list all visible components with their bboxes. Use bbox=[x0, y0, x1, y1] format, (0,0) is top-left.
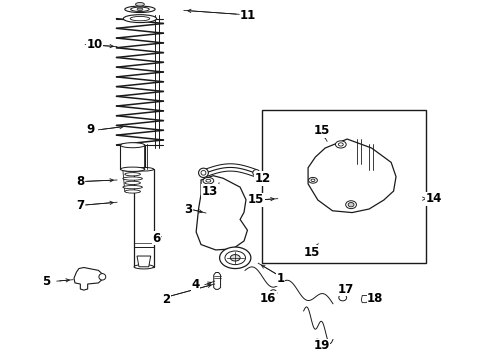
Ellipse shape bbox=[206, 179, 211, 182]
Text: 9: 9 bbox=[86, 123, 95, 136]
Ellipse shape bbox=[123, 177, 143, 180]
Text: 12: 12 bbox=[255, 172, 271, 185]
Ellipse shape bbox=[230, 255, 240, 261]
Ellipse shape bbox=[339, 294, 346, 301]
Ellipse shape bbox=[270, 290, 277, 296]
Ellipse shape bbox=[121, 167, 145, 171]
Ellipse shape bbox=[123, 15, 157, 23]
Ellipse shape bbox=[220, 247, 251, 269]
Text: 4: 4 bbox=[191, 278, 199, 291]
Ellipse shape bbox=[311, 179, 315, 181]
Ellipse shape bbox=[123, 185, 143, 189]
Text: 8: 8 bbox=[76, 175, 85, 188]
Ellipse shape bbox=[336, 141, 346, 148]
Ellipse shape bbox=[125, 181, 141, 184]
Text: 15: 15 bbox=[304, 246, 320, 259]
Text: 19: 19 bbox=[314, 339, 330, 352]
Ellipse shape bbox=[134, 265, 154, 269]
Ellipse shape bbox=[137, 8, 143, 10]
Ellipse shape bbox=[125, 190, 141, 193]
Ellipse shape bbox=[201, 171, 206, 175]
Text: 3: 3 bbox=[184, 203, 192, 216]
Ellipse shape bbox=[125, 6, 155, 13]
Polygon shape bbox=[134, 169, 154, 267]
Ellipse shape bbox=[253, 170, 260, 176]
Text: 15: 15 bbox=[314, 124, 330, 137]
Polygon shape bbox=[361, 296, 369, 303]
Text: 1: 1 bbox=[277, 272, 285, 285]
Ellipse shape bbox=[198, 168, 208, 177]
Ellipse shape bbox=[225, 251, 245, 265]
Text: 7: 7 bbox=[76, 199, 85, 212]
Ellipse shape bbox=[309, 177, 318, 183]
Ellipse shape bbox=[321, 340, 326, 344]
Ellipse shape bbox=[203, 177, 214, 184]
Text: 5: 5 bbox=[42, 275, 50, 288]
Text: 15: 15 bbox=[248, 193, 265, 206]
Ellipse shape bbox=[125, 173, 141, 176]
Ellipse shape bbox=[348, 203, 354, 207]
Ellipse shape bbox=[131, 7, 149, 12]
Text: 14: 14 bbox=[426, 192, 442, 205]
Ellipse shape bbox=[346, 201, 356, 209]
Text: 11: 11 bbox=[240, 9, 256, 22]
Ellipse shape bbox=[314, 339, 321, 345]
Ellipse shape bbox=[99, 274, 106, 280]
Ellipse shape bbox=[339, 143, 343, 146]
Polygon shape bbox=[196, 176, 247, 250]
Text: 17: 17 bbox=[338, 283, 354, 296]
Text: 16: 16 bbox=[260, 292, 276, 305]
Text: 6: 6 bbox=[152, 231, 160, 244]
Ellipse shape bbox=[136, 3, 145, 6]
Bar bbox=[262, 110, 426, 263]
Ellipse shape bbox=[123, 168, 143, 172]
Polygon shape bbox=[308, 139, 396, 212]
Ellipse shape bbox=[130, 17, 150, 21]
Polygon shape bbox=[121, 145, 145, 169]
Text: 10: 10 bbox=[86, 38, 102, 51]
Polygon shape bbox=[137, 256, 151, 267]
Text: 2: 2 bbox=[162, 293, 170, 306]
Polygon shape bbox=[74, 267, 102, 290]
Text: 18: 18 bbox=[367, 292, 384, 305]
Text: 13: 13 bbox=[202, 185, 218, 198]
Ellipse shape bbox=[134, 167, 154, 171]
Ellipse shape bbox=[121, 143, 145, 148]
Polygon shape bbox=[214, 273, 220, 289]
